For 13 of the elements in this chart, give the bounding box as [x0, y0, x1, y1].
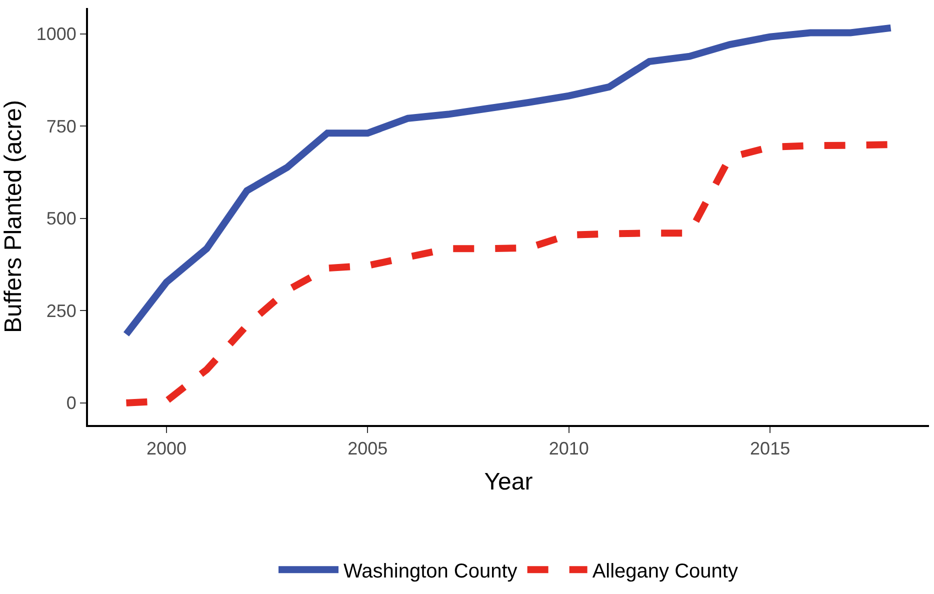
x-tick-label: 2000 — [146, 438, 186, 459]
x-tick-label: 2005 — [348, 438, 388, 459]
x-axis-title: Year — [484, 468, 533, 496]
x-tick-label: 2015 — [750, 438, 790, 459]
y-tick-label: 750 — [46, 116, 76, 136]
y-axis-title: Buffers Planted (acre) — [0, 100, 27, 334]
x-tick-label: 2010 — [548, 438, 589, 459]
y-tick-label: 1000 — [36, 24, 76, 44]
legend-label: Washington County — [344, 560, 518, 582]
y-tick-label: 0 — [66, 393, 76, 414]
y-tick-label: 500 — [46, 208, 76, 229]
y-tick-label: 250 — [46, 300, 76, 321]
legend-label: Allegany County — [592, 560, 738, 582]
